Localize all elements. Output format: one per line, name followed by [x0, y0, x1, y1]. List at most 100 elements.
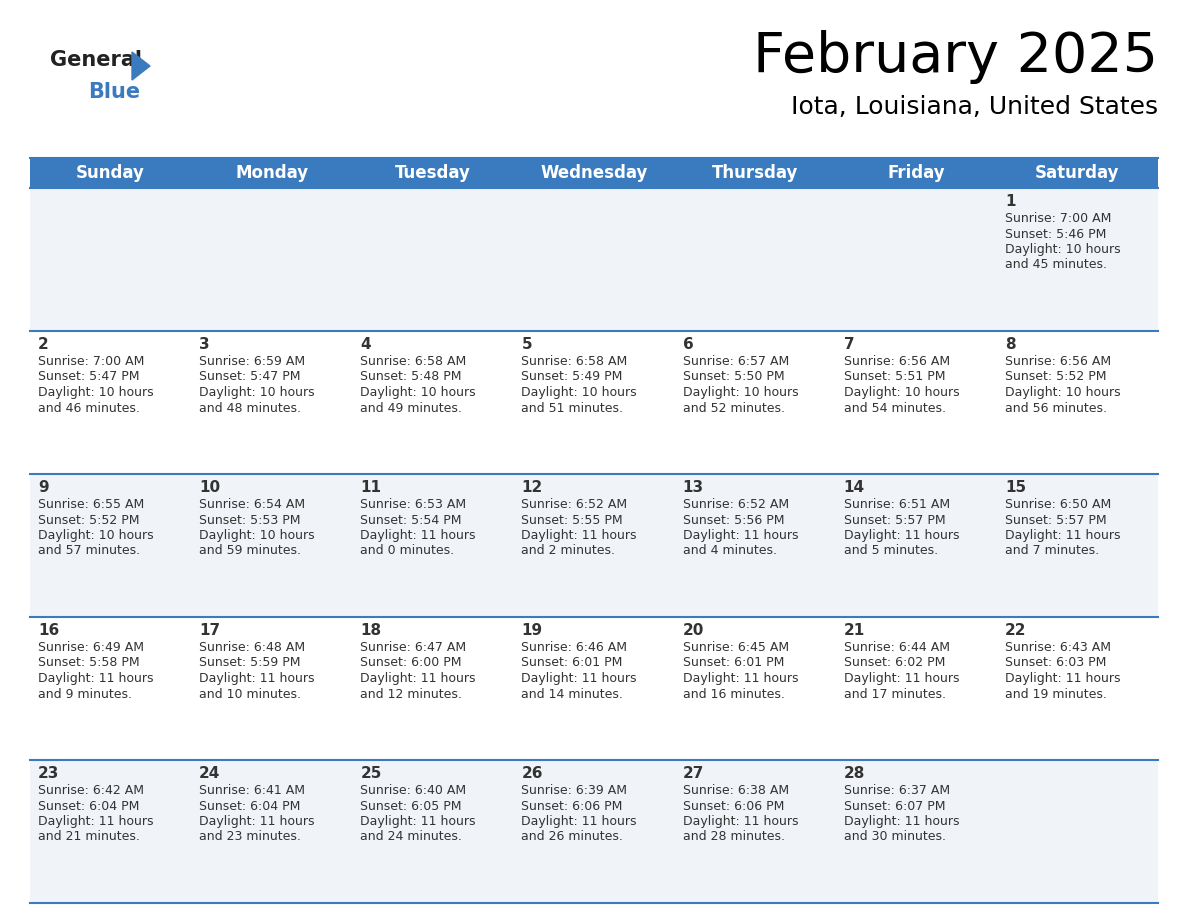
Text: Sunset: 5:46 PM: Sunset: 5:46 PM	[1005, 228, 1106, 241]
Text: and 56 minutes.: and 56 minutes.	[1005, 401, 1107, 415]
Text: Saturday: Saturday	[1035, 164, 1119, 182]
Text: Daylight: 10 hours: Daylight: 10 hours	[843, 386, 960, 399]
Text: 4: 4	[360, 337, 371, 352]
Text: Daylight: 11 hours: Daylight: 11 hours	[200, 815, 315, 828]
Bar	[30, 331, 1158, 474]
Text: 3: 3	[200, 337, 210, 352]
Text: and 54 minutes.: and 54 minutes.	[843, 401, 946, 415]
Text: and 51 minutes.: and 51 minutes.	[522, 401, 624, 415]
Text: Sunset: 6:06 PM: Sunset: 6:06 PM	[683, 800, 784, 812]
Text: 10: 10	[200, 480, 220, 495]
Text: and 49 minutes.: and 49 minutes.	[360, 401, 462, 415]
Text: Sunrise: 6:53 AM: Sunrise: 6:53 AM	[360, 498, 467, 511]
Text: and 45 minutes.: and 45 minutes.	[1005, 259, 1107, 272]
Text: Sunrise: 6:59 AM: Sunrise: 6:59 AM	[200, 355, 305, 368]
Text: Sunrise: 6:44 AM: Sunrise: 6:44 AM	[843, 641, 949, 654]
Text: and 9 minutes.: and 9 minutes.	[38, 688, 132, 700]
Text: General: General	[50, 50, 143, 70]
Text: Sunset: 6:01 PM: Sunset: 6:01 PM	[522, 656, 623, 669]
Text: 9: 9	[38, 480, 49, 495]
Text: Sunrise: 6:41 AM: Sunrise: 6:41 AM	[200, 784, 305, 797]
Text: Sunrise: 7:00 AM: Sunrise: 7:00 AM	[1005, 212, 1111, 225]
Bar	[30, 158, 1158, 188]
Text: 25: 25	[360, 766, 381, 781]
Text: Sunrise: 6:49 AM: Sunrise: 6:49 AM	[38, 641, 144, 654]
Text: Daylight: 11 hours: Daylight: 11 hours	[360, 672, 475, 685]
Text: 7: 7	[843, 337, 854, 352]
Text: Sunrise: 6:58 AM: Sunrise: 6:58 AM	[360, 355, 467, 368]
Text: Sunrise: 6:56 AM: Sunrise: 6:56 AM	[843, 355, 950, 368]
Text: and 59 minutes.: and 59 minutes.	[200, 544, 301, 557]
Text: Iota, Louisiana, United States: Iota, Louisiana, United States	[791, 95, 1158, 119]
Text: and 5 minutes.: and 5 minutes.	[843, 544, 937, 557]
Text: Daylight: 10 hours: Daylight: 10 hours	[38, 386, 153, 399]
Text: Daylight: 11 hours: Daylight: 11 hours	[38, 815, 153, 828]
Text: Sunset: 5:58 PM: Sunset: 5:58 PM	[38, 656, 140, 669]
Text: and 46 minutes.: and 46 minutes.	[38, 401, 140, 415]
Text: 22: 22	[1005, 623, 1026, 638]
Text: and 0 minutes.: and 0 minutes.	[360, 544, 455, 557]
Text: and 2 minutes.: and 2 minutes.	[522, 544, 615, 557]
Text: 18: 18	[360, 623, 381, 638]
Text: Sunset: 6:01 PM: Sunset: 6:01 PM	[683, 656, 784, 669]
Text: and 4 minutes.: and 4 minutes.	[683, 544, 777, 557]
Text: Sunset: 6:00 PM: Sunset: 6:00 PM	[360, 656, 462, 669]
Text: and 21 minutes.: and 21 minutes.	[38, 831, 140, 844]
Text: and 52 minutes.: and 52 minutes.	[683, 401, 784, 415]
Text: Daylight: 10 hours: Daylight: 10 hours	[1005, 386, 1120, 399]
Text: Sunrise: 7:00 AM: Sunrise: 7:00 AM	[38, 355, 145, 368]
Text: Sunrise: 6:45 AM: Sunrise: 6:45 AM	[683, 641, 789, 654]
Bar	[30, 188, 1158, 331]
Text: 6: 6	[683, 337, 694, 352]
Text: and 23 minutes.: and 23 minutes.	[200, 831, 301, 844]
Text: Sunrise: 6:55 AM: Sunrise: 6:55 AM	[38, 498, 144, 511]
Text: 8: 8	[1005, 337, 1016, 352]
Text: Wednesday: Wednesday	[541, 164, 647, 182]
Text: 1: 1	[1005, 194, 1016, 209]
Text: 21: 21	[843, 623, 865, 638]
Text: and 14 minutes.: and 14 minutes.	[522, 688, 624, 700]
Text: Sunset: 5:56 PM: Sunset: 5:56 PM	[683, 513, 784, 527]
Text: Sunset: 5:53 PM: Sunset: 5:53 PM	[200, 513, 301, 527]
Text: Daylight: 11 hours: Daylight: 11 hours	[843, 815, 959, 828]
Bar	[30, 617, 1158, 760]
Text: Sunrise: 6:38 AM: Sunrise: 6:38 AM	[683, 784, 789, 797]
Text: Daylight: 11 hours: Daylight: 11 hours	[843, 672, 959, 685]
Text: Sunset: 6:04 PM: Sunset: 6:04 PM	[200, 800, 301, 812]
Text: Daylight: 11 hours: Daylight: 11 hours	[683, 529, 798, 542]
Text: 15: 15	[1005, 480, 1026, 495]
Text: Daylight: 11 hours: Daylight: 11 hours	[522, 815, 637, 828]
Text: Daylight: 10 hours: Daylight: 10 hours	[522, 386, 637, 399]
Text: Sunrise: 6:39 AM: Sunrise: 6:39 AM	[522, 784, 627, 797]
Text: Sunrise: 6:51 AM: Sunrise: 6:51 AM	[843, 498, 950, 511]
Text: Daylight: 11 hours: Daylight: 11 hours	[683, 815, 798, 828]
Text: and 24 minutes.: and 24 minutes.	[360, 831, 462, 844]
Text: Sunset: 5:52 PM: Sunset: 5:52 PM	[38, 513, 139, 527]
Text: Daylight: 11 hours: Daylight: 11 hours	[200, 672, 315, 685]
Text: Sunrise: 6:47 AM: Sunrise: 6:47 AM	[360, 641, 467, 654]
Text: and 10 minutes.: and 10 minutes.	[200, 688, 301, 700]
Text: and 7 minutes.: and 7 minutes.	[1005, 544, 1099, 557]
Text: Sunrise: 6:48 AM: Sunrise: 6:48 AM	[200, 641, 305, 654]
Text: 5: 5	[522, 337, 532, 352]
Text: 16: 16	[38, 623, 59, 638]
Text: Sunrise: 6:40 AM: Sunrise: 6:40 AM	[360, 784, 467, 797]
Text: 24: 24	[200, 766, 221, 781]
Text: Sunrise: 6:42 AM: Sunrise: 6:42 AM	[38, 784, 144, 797]
Text: Sunset: 5:57 PM: Sunset: 5:57 PM	[843, 513, 946, 527]
Text: Tuesday: Tuesday	[394, 164, 470, 182]
Text: 12: 12	[522, 480, 543, 495]
Text: 14: 14	[843, 480, 865, 495]
Text: Daylight: 11 hours: Daylight: 11 hours	[1005, 529, 1120, 542]
Text: Sunset: 5:51 PM: Sunset: 5:51 PM	[843, 371, 946, 384]
Text: Sunrise: 6:46 AM: Sunrise: 6:46 AM	[522, 641, 627, 654]
Text: Sunrise: 6:56 AM: Sunrise: 6:56 AM	[1005, 355, 1111, 368]
Text: and 48 minutes.: and 48 minutes.	[200, 401, 301, 415]
Text: Blue: Blue	[88, 82, 140, 102]
Text: Sunrise: 6:58 AM: Sunrise: 6:58 AM	[522, 355, 627, 368]
Bar	[30, 474, 1158, 617]
Text: Sunset: 5:52 PM: Sunset: 5:52 PM	[1005, 371, 1106, 384]
Text: Sunset: 6:06 PM: Sunset: 6:06 PM	[522, 800, 623, 812]
Text: Thursday: Thursday	[712, 164, 798, 182]
Text: Daylight: 11 hours: Daylight: 11 hours	[1005, 672, 1120, 685]
